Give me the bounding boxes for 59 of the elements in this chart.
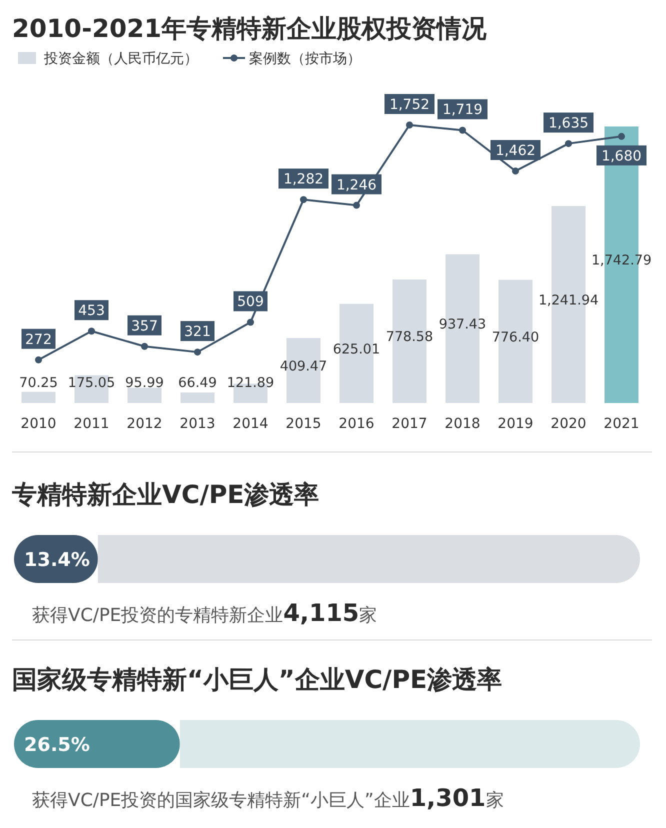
point [459, 126, 466, 134]
data-label: 13.4% [24, 549, 90, 571]
point [618, 132, 625, 140]
data-label: 70.25 [19, 375, 58, 391]
data-label: 409.47 [280, 358, 328, 375]
x-tick-label: 2014 [232, 416, 268, 432]
data-label: 509 [237, 294, 264, 310]
x-tick-label: 2018 [444, 416, 480, 432]
data-label: 1,635 [548, 116, 589, 132]
point [512, 168, 519, 175]
x-tick-label: 2012 [126, 416, 162, 432]
data-label: 66.49 [178, 375, 217, 391]
x-tick-label: 2016 [338, 416, 374, 432]
x-tick-label: 2019 [498, 416, 534, 432]
point [406, 122, 413, 128]
data-label: 26.5% [24, 734, 90, 756]
point [35, 356, 42, 364]
data-label: 625.01 [332, 341, 380, 358]
point [565, 140, 572, 148]
point [247, 318, 254, 326]
bar [22, 392, 56, 403]
data-label: 776.40 [492, 329, 540, 346]
x-tick-label: 2011 [74, 416, 110, 432]
data-label: 778.58 [386, 329, 434, 346]
x-tick-label: 2021 [604, 416, 640, 432]
data-label: 937.43 [438, 316, 486, 333]
data-label: 1,680 [601, 148, 642, 164]
data-label: 121.89 [226, 375, 274, 391]
data-label: 1,282 [283, 172, 324, 188]
data-label: 453 [78, 303, 105, 320]
data-label: 272 [25, 332, 52, 348]
chart-title: 国家级专精特新“小巨人”企业VC/PE渗透率 [12, 665, 502, 694]
point [88, 328, 95, 335]
data-label: 1,246 [336, 177, 377, 194]
point [300, 196, 307, 204]
data-label: 1,719 [442, 102, 483, 118]
legend-label: 案例数（按市场） [249, 50, 361, 67]
chart-title: 2010-2021年专精特新企业股权投资情况 [12, 14, 488, 43]
x-tick-label: 2013 [180, 416, 216, 432]
data-label: 1,241.94 [538, 292, 599, 308]
chart-title: 专精特新企业VC/PE渗透率 [11, 480, 320, 509]
x-tick-label: 2017 [392, 416, 428, 432]
point [353, 202, 360, 209]
data-label: 357 [131, 318, 158, 334]
bar [180, 392, 214, 403]
data-label: 321 [184, 324, 211, 340]
bar [128, 388, 162, 403]
point [194, 348, 201, 356]
data-label: 1,462 [495, 143, 536, 160]
x-tick-label: 2020 [550, 416, 586, 432]
data-label: 175.05 [68, 375, 116, 391]
legend-label: 投资金额（人民币亿元） [43, 51, 198, 67]
x-tick-label: 2015 [286, 416, 322, 432]
text: 获得VC/PE投资的国家级专精特新“小巨人”企业1,301家 [32, 784, 504, 812]
x-tick-label: 2010 [20, 416, 56, 432]
data-label: 95.99 [125, 375, 164, 391]
point [141, 342, 148, 350]
data-label: 1,752 [389, 97, 430, 113]
text: 获得VC/PE投资的专精特新企业4,115家 [32, 599, 378, 627]
